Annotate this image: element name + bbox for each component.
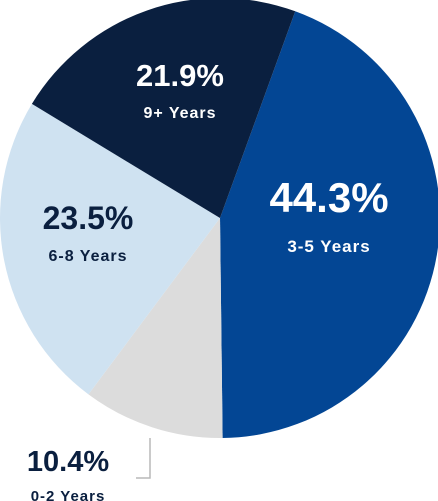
pie-slice-9-years bbox=[31, 0, 296, 218]
slice-value-label: 44.3% bbox=[269, 174, 388, 221]
pie-slice-6-8-years bbox=[0, 103, 220, 395]
pie-slice-0-2-years bbox=[88, 218, 223, 438]
slice-category-label: 9+ Years bbox=[143, 105, 216, 122]
pie-slice-3-5-years bbox=[220, 11, 438, 438]
callout-lines bbox=[136, 438, 151, 479]
slice-category-label: 3-5 Years bbox=[287, 237, 370, 256]
callout-line bbox=[136, 438, 151, 479]
slice-value-label: 10.4% bbox=[27, 446, 109, 478]
slice-value-label: 21.9% bbox=[136, 58, 224, 93]
slice-category-label: 6-8 Years bbox=[49, 248, 128, 265]
slice-value-label: 23.5% bbox=[43, 200, 134, 236]
pie-labels: 44.3% 3-5 Years 10.4% 0-2 Years 23.5% 6-8 Yea… bbox=[27, 58, 389, 501]
pie-slices bbox=[0, 0, 438, 438]
slice-category-label: 0-2 Years bbox=[31, 488, 106, 501]
